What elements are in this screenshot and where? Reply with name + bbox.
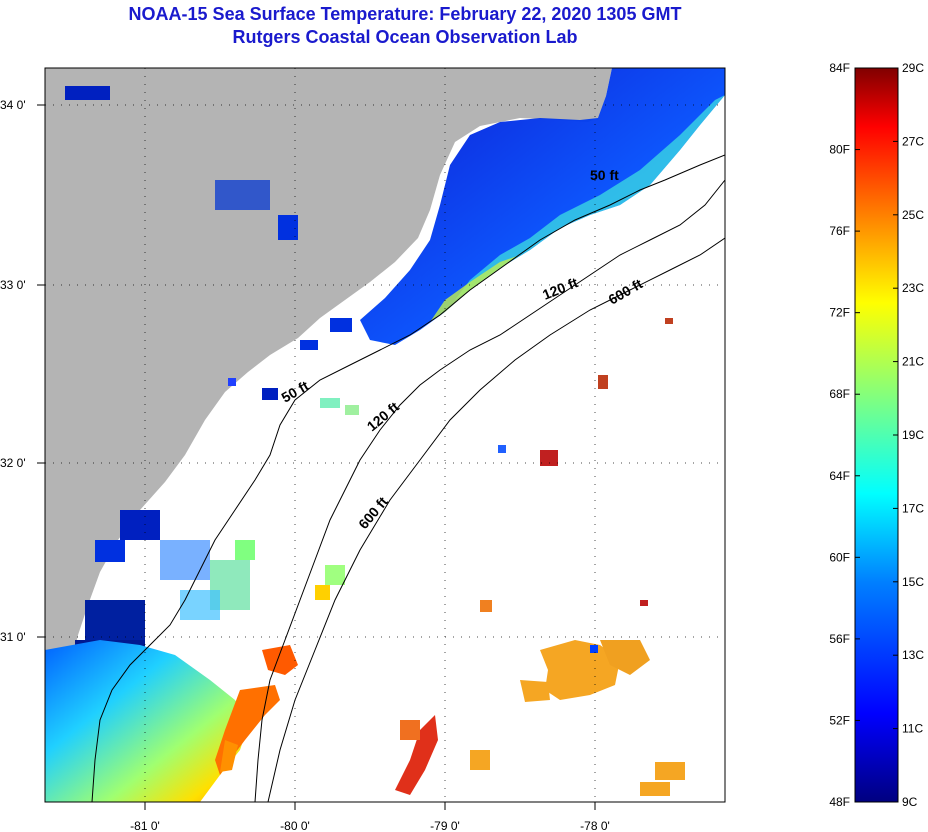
colorbar-f-label: 72F — [829, 306, 850, 320]
lat-label: 31 0' — [0, 630, 26, 644]
land-mass — [45, 68, 612, 802]
colorbar-c-label: 21C — [902, 355, 924, 369]
sst-offshore-patches — [395, 318, 685, 796]
colorbar-c-label: 19C — [902, 428, 924, 442]
colorbar-f-label: 76F — [829, 224, 850, 238]
colorbar-f-label: 60F — [829, 550, 850, 564]
colorbar-f-label: 64F — [829, 469, 850, 483]
colorbar-c-label: 23C — [902, 281, 924, 295]
lon-label: -79 0' — [430, 819, 460, 832]
isobath-600ft — [267, 237, 725, 802]
colorbar-c-label: 17C — [902, 501, 924, 515]
isobath-contours — [91, 154, 725, 802]
sst-nearshore-south — [45, 640, 250, 802]
colorbar: 84F 80F 76F 72F 68F 64F 60F 56F 52F 48F 29C 27C 25C… — [829, 61, 924, 809]
axis-ticks — [37, 104, 596, 810]
colorbar-f-label: 68F — [829, 387, 850, 401]
contour-label-50ft-north: 50 ft — [590, 167, 619, 183]
lat-label: 34 0' — [0, 98, 26, 112]
colorbar-c-label: 11C — [902, 722, 923, 736]
isobath-50ft — [91, 154, 725, 802]
colorbar-f-label: 48F — [829, 795, 850, 809]
map-subtitle: Rutgers Coastal Ocean Observation Lab — [232, 27, 578, 47]
lon-label: -81 0' — [130, 819, 160, 832]
colorbar-c-label: 27C — [902, 134, 924, 148]
colorbar-c-label: 9C — [902, 795, 918, 809]
lat-label: 33 0' — [0, 278, 26, 292]
sst-nearshore-north — [360, 68, 725, 345]
colorbar-f-label: 52F — [829, 713, 850, 727]
lon-label: -80 0' — [280, 819, 310, 832]
colorbar-f-label: 80F — [829, 143, 850, 157]
lon-label: -78 0' — [580, 819, 610, 832]
colorbar-f-label: 84F — [829, 61, 850, 75]
colorbar-c-label: 15C — [902, 575, 924, 589]
colorbar-gradient — [854, 67, 899, 803]
colorbar-f-label: 56F — [829, 632, 850, 646]
lat-label: 32 0' — [0, 456, 26, 470]
colorbar-c-label: 29C — [902, 61, 924, 75]
colorbar-c-label: 25C — [902, 208, 924, 222]
map-title: NOAA-15 Sea Surface Temperature: Februar… — [128, 4, 682, 24]
colorbar-c-label: 13C — [902, 648, 924, 662]
isobath-120ft — [254, 179, 725, 802]
